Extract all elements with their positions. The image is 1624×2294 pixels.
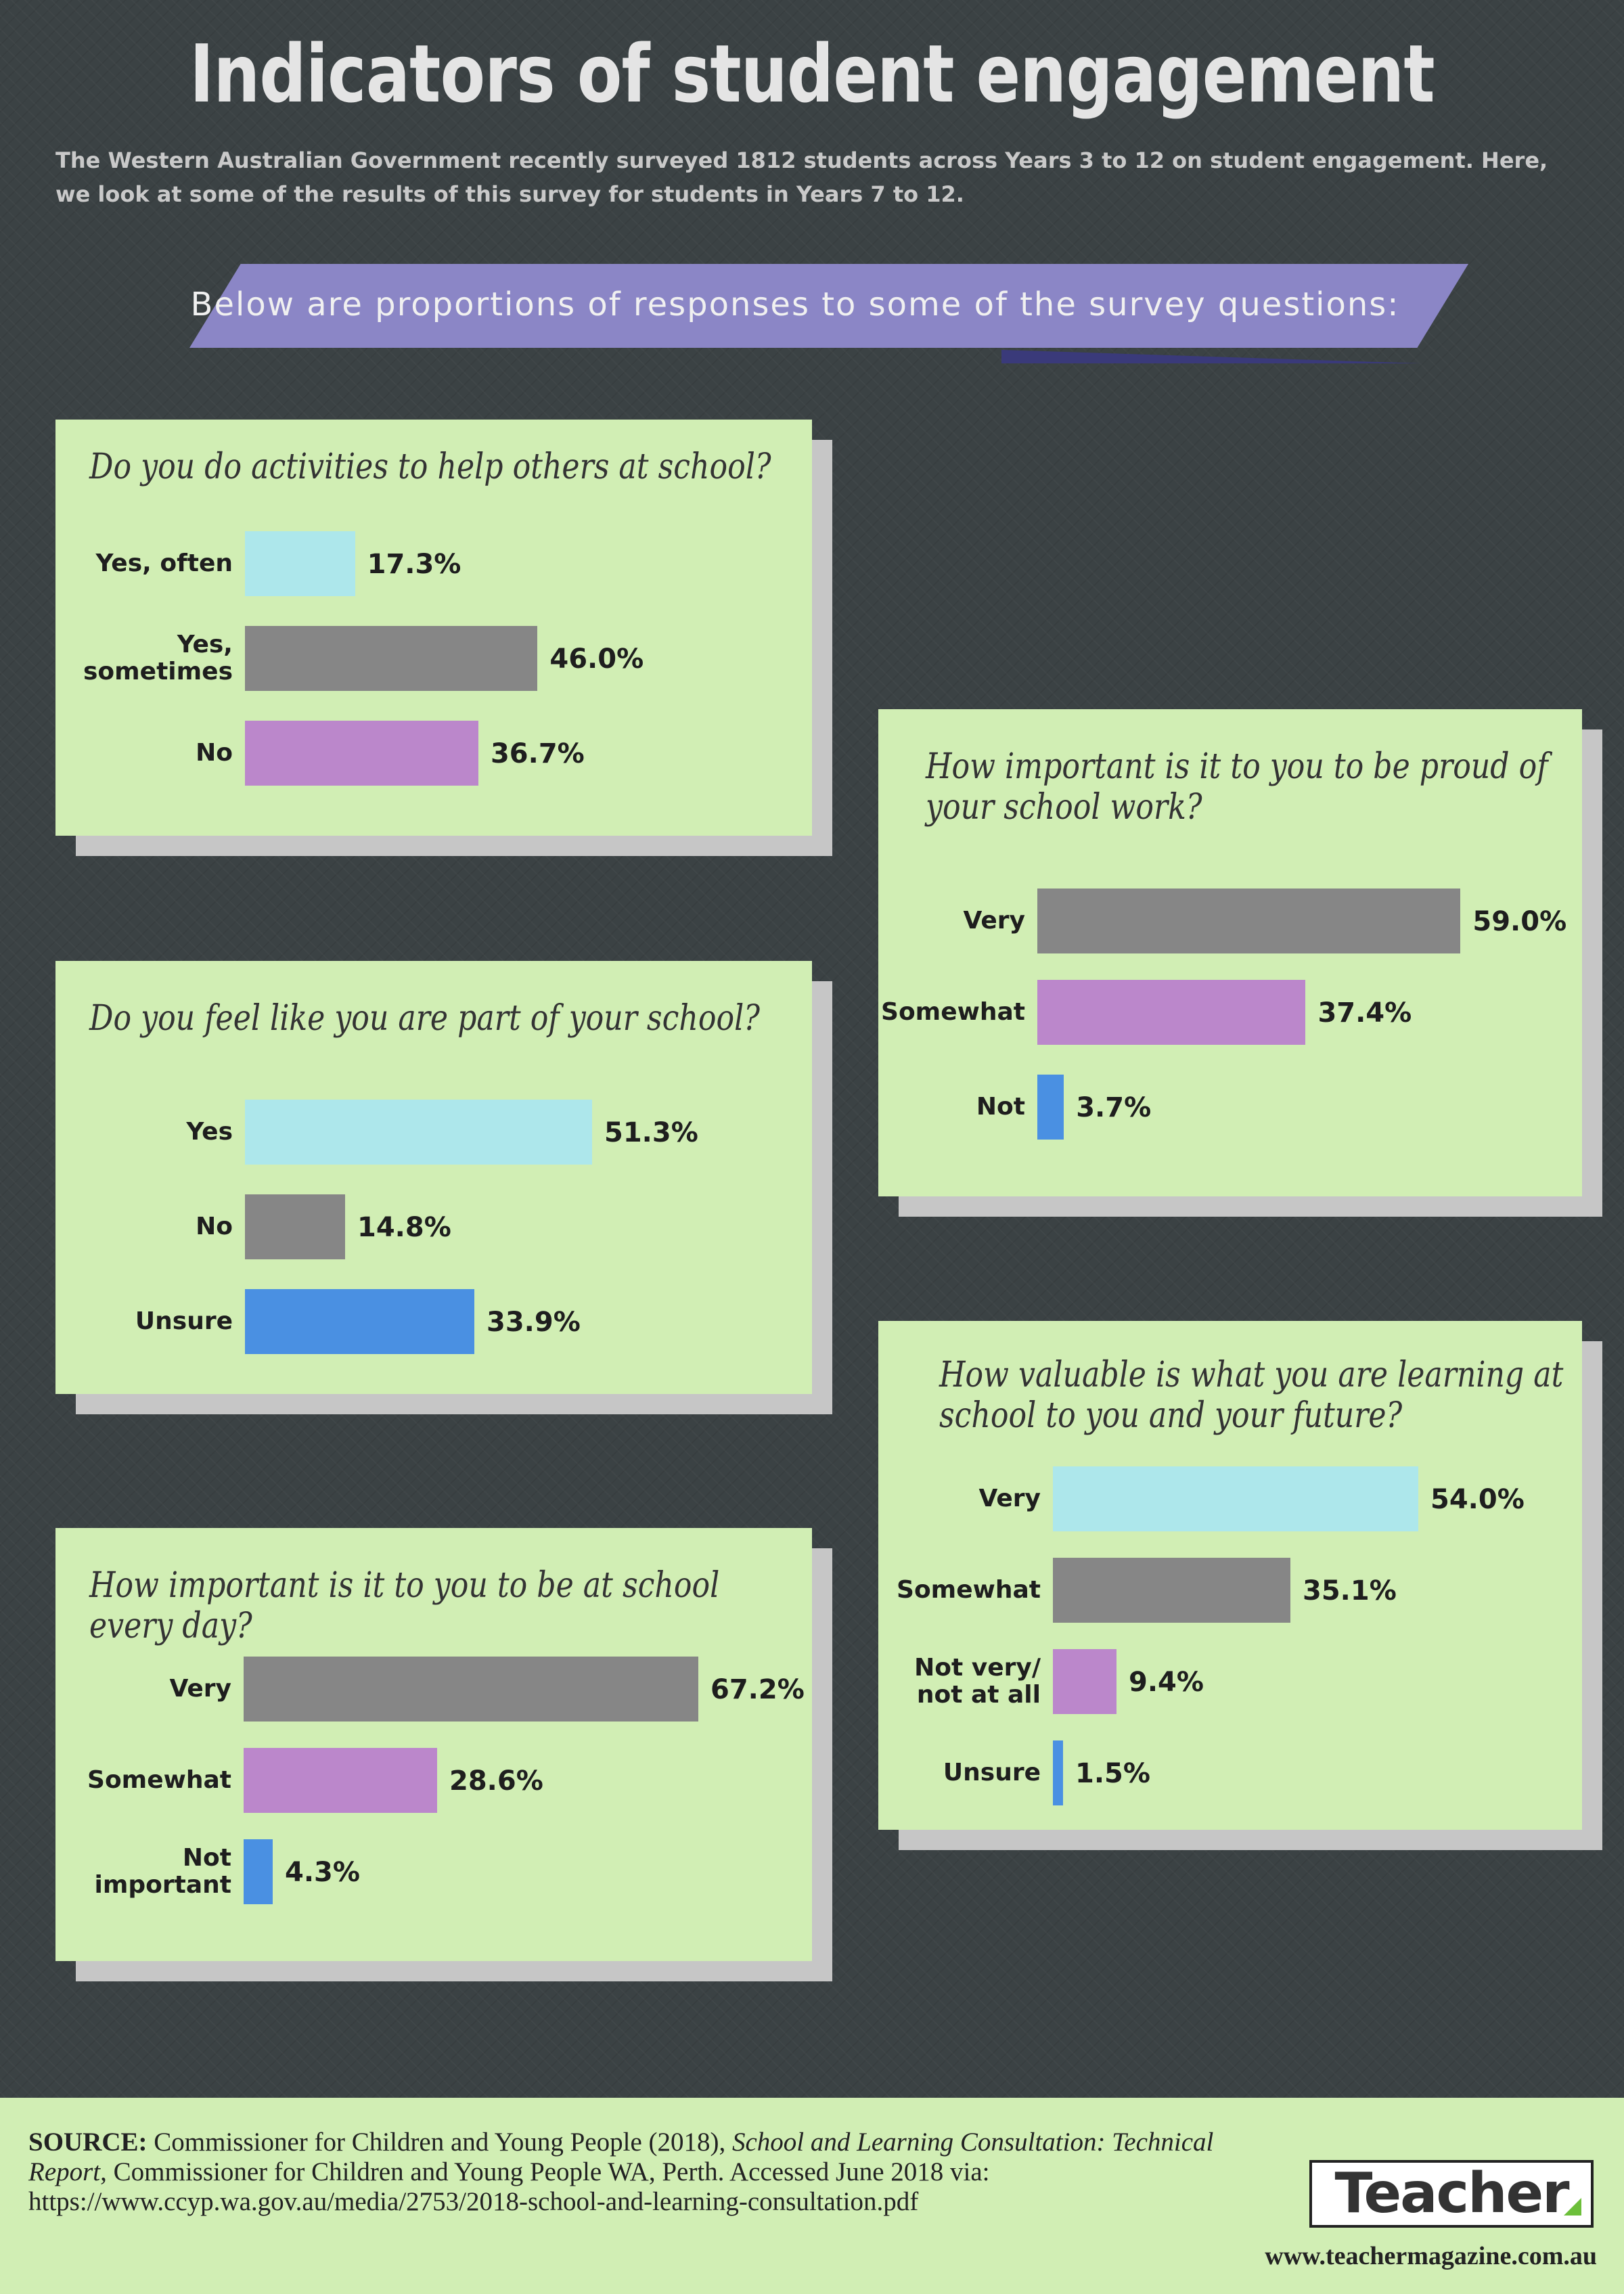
banner-background [189,264,1468,348]
source-title: School and Learning Consultation: Techni… [28,2128,1214,2186]
category-label: No [196,739,233,767]
bar [244,1839,273,1904]
category-label: Unsure [943,1759,1041,1786]
category-label: Not important [94,1844,231,1899]
data-label: 28.6% [449,1766,543,1797]
chart-question: How valuable is what you are learning at… [939,1355,1564,1436]
teacher-logo: Teacher [1309,2160,1594,2228]
data-label: 33.9% [487,1307,581,1338]
banner: Below are proportions of responses to so… [189,264,1468,372]
data-label: 17.3% [367,549,461,580]
bar [1037,889,1461,953]
category-label: Somewhat [881,998,1025,1026]
category-label: Very [978,1485,1041,1512]
category-label: Yes [186,1118,233,1146]
bar [245,1289,474,1354]
bar [1053,1466,1418,1531]
chart-question: Do you feel like you are part of your sc… [89,998,760,1039]
bar [1037,980,1306,1045]
source-text-1: Commissioner for Children and Young Peop… [147,2128,732,2157]
bar [245,721,478,786]
data-label: 1.5% [1075,1758,1150,1789]
category-label: No [196,1213,233,1240]
page-title: Indicators of student engagement [189,27,1435,120]
chart-panel-1: Do you do activities to help others at s… [55,420,812,836]
source-label: SOURCE: [28,2128,148,2157]
logo-text: Teacher [1334,2161,1569,2226]
category-label: Not [976,1093,1025,1121]
data-label: 51.3% [604,1117,698,1148]
source-citation: SOURCE: Commissioner for Children and Yo… [28,2128,1246,2217]
chart-question: How important is it to you to be at scho… [89,1565,720,1646]
banner-shadow [1001,350,1421,363]
bar [1053,1558,1290,1623]
bar [245,1100,592,1165]
bar [244,1657,698,1722]
chart-panel-5: How valuable is what you are learning at… [878,1321,1582,1830]
data-label: 67.2% [710,1674,805,1705]
category-label: Yes, sometimes [83,631,233,685]
category-label: Very [963,907,1025,935]
chart-panel-2: Do you feel like you are part of your sc… [55,961,812,1394]
category-label: Not very/ not at all [914,1654,1041,1709]
bar [245,626,538,691]
banner-text: Below are proportions of responses to so… [190,286,1400,323]
category-label: Somewhat [897,1576,1041,1604]
category-label: Very [169,1675,231,1703]
data-label: 4.3% [285,1857,360,1888]
chart-panel-3: How important is it to you to be at scho… [55,1528,812,1961]
chart-question: How important is it to you to be proud o… [926,746,1548,828]
data-label: 36.7% [490,738,585,769]
data-label: 37.4% [1317,997,1412,1029]
site-url: www.teachermagazine.com.au [1265,2242,1597,2270]
data-label: 3.7% [1076,1092,1152,1123]
intro-text: The Western Australian Government recent… [55,148,1548,207]
source-text-2: , Commissioner for Children and Young Pe… [28,2157,990,2216]
bar [1053,1649,1116,1714]
bar [1037,1075,1064,1140]
data-label: 9.4% [1129,1667,1204,1698]
bar [245,531,355,596]
data-label: 54.0% [1430,1484,1525,1515]
footer: SOURCE: Commissioner for Children and Yo… [0,2098,1624,2294]
bar [1053,1740,1063,1805]
data-label: 46.0% [549,644,644,675]
data-label: 14.8% [357,1212,451,1243]
data-label: 59.0% [1472,906,1567,937]
chart-panel-4: How important is it to you to be proud o… [878,709,1582,1196]
category-label: Somewhat [87,1766,231,1794]
bar [245,1194,345,1259]
chart-question: Do you do activities to help others at s… [89,447,771,487]
category-label: Yes, often [95,549,233,577]
category-label: Unsure [135,1307,233,1335]
bar [244,1748,437,1813]
data-label: 35.1% [1303,1575,1397,1606]
